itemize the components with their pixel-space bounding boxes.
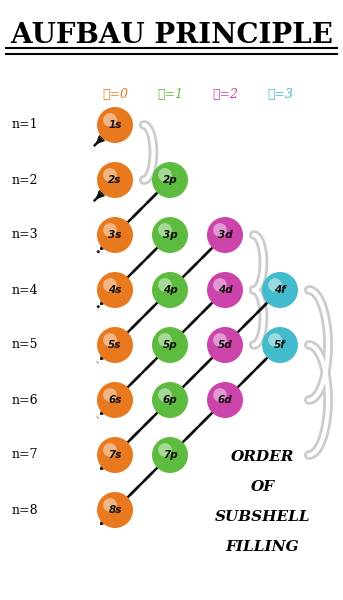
Text: 1s: 1s	[108, 120, 122, 130]
Circle shape	[207, 327, 243, 363]
Circle shape	[207, 217, 243, 253]
Text: 5f: 5f	[274, 340, 286, 350]
Circle shape	[103, 333, 117, 347]
Circle shape	[158, 168, 172, 182]
Circle shape	[262, 272, 298, 308]
Text: n=3: n=3	[12, 229, 39, 241]
Text: AUFBAU PRINCIPLE: AUFBAU PRINCIPLE	[10, 22, 333, 49]
Text: 5s: 5s	[108, 340, 122, 350]
Circle shape	[213, 223, 227, 237]
Text: n=6: n=6	[12, 394, 39, 407]
Circle shape	[158, 333, 172, 347]
Circle shape	[103, 168, 117, 182]
Text: SUBSHELL: SUBSHELL	[215, 510, 310, 524]
Circle shape	[213, 388, 227, 402]
Text: OF: OF	[250, 480, 274, 494]
Text: 7p: 7p	[163, 450, 177, 460]
Circle shape	[97, 217, 133, 253]
Text: 6p: 6p	[163, 395, 177, 405]
Circle shape	[97, 492, 133, 528]
Circle shape	[103, 223, 117, 237]
Text: 6d: 6d	[218, 395, 232, 405]
Text: ℓ=2: ℓ=2	[212, 88, 238, 101]
Circle shape	[158, 443, 172, 457]
Circle shape	[262, 327, 298, 363]
Circle shape	[97, 437, 133, 473]
Text: 3p: 3p	[163, 230, 177, 240]
Text: n=2: n=2	[12, 173, 38, 187]
Text: n=1: n=1	[12, 118, 39, 131]
Text: 2p: 2p	[163, 175, 177, 185]
Circle shape	[152, 217, 188, 253]
Circle shape	[207, 272, 243, 308]
Text: 3d: 3d	[218, 230, 232, 240]
Text: n=5: n=5	[12, 338, 38, 352]
Circle shape	[103, 443, 117, 457]
Text: 5d: 5d	[218, 340, 232, 350]
Text: 4f: 4f	[274, 285, 286, 295]
Circle shape	[207, 382, 243, 418]
Circle shape	[213, 278, 227, 292]
Text: 4p: 4p	[163, 285, 177, 295]
Text: n=4: n=4	[12, 283, 39, 296]
Circle shape	[213, 333, 227, 347]
Text: 4s: 4s	[108, 285, 122, 295]
Text: FILLING: FILLING	[226, 540, 299, 554]
Text: 6s: 6s	[108, 395, 122, 405]
Circle shape	[103, 498, 117, 512]
Circle shape	[103, 113, 117, 127]
Circle shape	[152, 162, 188, 198]
Circle shape	[97, 162, 133, 198]
Circle shape	[158, 223, 172, 237]
Text: n=7: n=7	[12, 449, 38, 461]
Text: 4d: 4d	[218, 285, 232, 295]
Circle shape	[268, 278, 282, 292]
Circle shape	[158, 278, 172, 292]
Text: ORDER: ORDER	[231, 450, 294, 464]
Circle shape	[268, 333, 282, 347]
Text: 5p: 5p	[163, 340, 177, 350]
Circle shape	[97, 272, 133, 308]
Text: n=8: n=8	[12, 503, 39, 517]
Text: ℓ=1: ℓ=1	[157, 88, 183, 101]
Circle shape	[152, 382, 188, 418]
Text: 7s: 7s	[108, 450, 122, 460]
Circle shape	[97, 327, 133, 363]
Text: ℓ=0: ℓ=0	[102, 88, 128, 101]
Circle shape	[97, 382, 133, 418]
Circle shape	[97, 107, 133, 143]
Text: 3s: 3s	[108, 230, 122, 240]
Text: 2s: 2s	[108, 175, 122, 185]
Text: ℓ=3: ℓ=3	[267, 88, 293, 101]
Circle shape	[103, 278, 117, 292]
Circle shape	[158, 388, 172, 402]
Text: 8s: 8s	[108, 505, 122, 515]
Circle shape	[152, 437, 188, 473]
Circle shape	[152, 272, 188, 308]
Circle shape	[103, 388, 117, 402]
Circle shape	[152, 327, 188, 363]
